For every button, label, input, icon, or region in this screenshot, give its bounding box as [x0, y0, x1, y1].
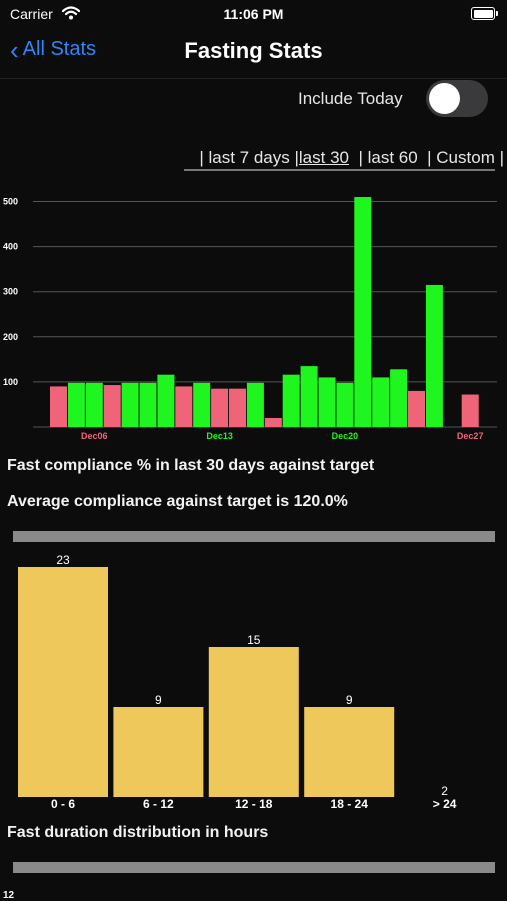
back-button[interactable]: ‹ All Stats [10, 34, 97, 65]
page-title: Fasting Stats [184, 38, 323, 63]
battery-icon [471, 7, 498, 20]
compliance-bar [336, 382, 354, 427]
y-tick-label: 400 [3, 242, 18, 252]
bar-value-label: 2 [441, 784, 448, 798]
compliance-bar [282, 374, 300, 427]
bar-value-label: 9 [155, 693, 162, 707]
y-tick-label: 300 [3, 287, 18, 297]
compliance-average: Average compliance against target is 120… [7, 493, 348, 510]
range-60-days[interactable]: last 60 [367, 148, 418, 167]
compliance-bar [354, 197, 372, 427]
toggle-knob [429, 83, 460, 114]
compliance-bar [121, 382, 139, 427]
compliance-bar [372, 377, 390, 427]
compliance-bar [50, 386, 67, 427]
range-custom[interactable]: Custom [436, 148, 495, 167]
compliance-bar [229, 388, 246, 427]
y-tick-label: 100 [3, 377, 18, 387]
category-label: > 24 [433, 797, 457, 811]
compliance-bar [300, 366, 318, 427]
compliance-bar [85, 382, 103, 427]
next-chart-axis-label: 12 [3, 890, 15, 901]
distribution-bar [208, 647, 299, 797]
nav-divider [0, 78, 507, 79]
include-today-toggle[interactable] [426, 80, 488, 117]
compliance-bar [193, 382, 211, 427]
y-tick-label: 200 [3, 332, 18, 342]
category-label: 18 - 24 [331, 797, 369, 811]
x-tick-label: Dec13 [206, 431, 233, 440]
status-bar: Carrier 11:06 PM [0, 0, 507, 28]
x-tick-label: Dec27 [457, 431, 484, 440]
back-label: All Stats [22, 38, 97, 60]
x-tick-label: Dec20 [332, 431, 359, 440]
distribution-bar [18, 567, 108, 797]
compliance-bar [211, 388, 229, 427]
range-underline [184, 169, 495, 171]
y-tick-label: 500 [3, 197, 18, 207]
wifi-icon [62, 6, 80, 20]
distribution-bar [113, 707, 204, 797]
compliance-bar [139, 382, 157, 427]
compliance-chart: 100 200 300 400 500 Dec06 Dec13 Dec20 Dec27 [3, 197, 497, 440]
category-label: 6 - 12 [143, 797, 174, 811]
compliance-bar [246, 382, 264, 427]
x-tick-label: Dec06 [81, 431, 108, 440]
chevron-left-icon: ‹ [10, 34, 19, 65]
distribution-chart: 23 0 - 6 9 6 - 12 15 12 - 18 9 18 - 24 2> 24 [18, 553, 457, 811]
clock: 11:06 PM [223, 6, 284, 22]
distribution-bar [304, 707, 395, 797]
compliance-bar [425, 284, 443, 427]
compliance-bar [408, 390, 425, 427]
compliance-bar [318, 377, 336, 427]
compliance-bar [175, 386, 193, 427]
bar-value-label: 23 [56, 553, 70, 567]
category-label: 0 - 6 [51, 797, 75, 811]
compliance-caption: Fast compliance % in last 30 days agains… [7, 457, 375, 474]
range-30-days[interactable]: last 30 [298, 148, 349, 167]
bar-value-label: 9 [346, 693, 353, 707]
distribution-caption: Fast duration distribution in hours [7, 824, 269, 841]
section-divider [13, 531, 495, 542]
section-divider [13, 862, 495, 873]
category-label: 12 - 18 [235, 797, 273, 811]
compliance-bar [264, 417, 282, 427]
range-7-days[interactable]: last 7 days [208, 148, 290, 167]
compliance-bar [390, 369, 408, 427]
range-selector: | last 7 days |last 30 | last 60 | Custo… [199, 148, 504, 167]
bar-value-label: 15 [247, 633, 261, 647]
carrier-label: Carrier [10, 6, 53, 22]
compliance-bar [461, 394, 479, 427]
include-today-label: Include Today [298, 89, 403, 108]
compliance-bar [67, 382, 85, 427]
compliance-bar [157, 374, 175, 427]
compliance-bar [103, 385, 121, 427]
